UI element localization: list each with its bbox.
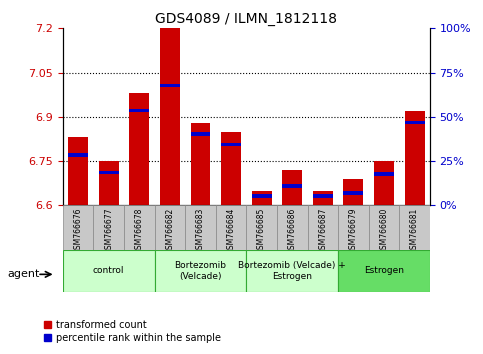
Bar [129, 93, 149, 205]
Bar [369, 205, 399, 250]
Bar [277, 205, 308, 250]
Text: GSM766682: GSM766682 [165, 207, 174, 254]
Bar [190, 123, 211, 205]
Bar [93, 205, 124, 250]
Bar [63, 205, 93, 250]
Text: Estrogen: Estrogen [364, 266, 404, 275]
Bar [160, 28, 180, 205]
Bar [68, 153, 88, 156]
Bar [405, 121, 425, 124]
Text: Bortezomib (Velcade) +
Estrogen: Bortezomib (Velcade) + Estrogen [238, 261, 346, 280]
Bar [252, 190, 271, 205]
Bar [185, 205, 216, 250]
Text: GSM766680: GSM766680 [380, 207, 388, 254]
Bar [313, 194, 333, 198]
Bar [246, 250, 338, 292]
Text: GSM766686: GSM766686 [288, 207, 297, 254]
Bar [308, 205, 338, 250]
Title: GDS4089 / ILMN_1812118: GDS4089 / ILMN_1812118 [156, 12, 337, 26]
Bar [124, 205, 155, 250]
Bar [374, 161, 394, 205]
Bar [190, 132, 211, 136]
Text: GSM766685: GSM766685 [257, 207, 266, 254]
Text: GSM766683: GSM766683 [196, 207, 205, 254]
Legend: transformed count, percentile rank within the sample: transformed count, percentile rank withi… [43, 320, 221, 343]
Bar [129, 109, 149, 112]
Bar [216, 205, 246, 250]
Bar [338, 205, 369, 250]
Bar [405, 111, 425, 205]
Bar [282, 170, 302, 205]
Bar [99, 171, 119, 174]
Text: agent: agent [7, 269, 40, 279]
Bar [343, 192, 363, 195]
Text: Bortezomib
(Velcade): Bortezomib (Velcade) [174, 261, 227, 280]
Bar [221, 143, 241, 146]
Text: GSM766687: GSM766687 [318, 207, 327, 254]
Bar [343, 179, 363, 205]
Bar [282, 184, 302, 188]
Bar [63, 250, 155, 292]
Bar [160, 84, 180, 87]
Text: GSM766678: GSM766678 [135, 207, 144, 254]
Bar [374, 172, 394, 176]
Bar [221, 132, 241, 205]
Text: GSM766681: GSM766681 [410, 207, 419, 254]
Bar [338, 250, 430, 292]
Bar [252, 194, 271, 198]
Text: GSM766676: GSM766676 [73, 207, 83, 254]
Bar [99, 161, 119, 205]
Text: GSM766684: GSM766684 [227, 207, 236, 254]
Bar [68, 137, 88, 205]
Bar [313, 190, 333, 205]
Bar [155, 250, 246, 292]
Bar [155, 205, 185, 250]
Text: GSM766679: GSM766679 [349, 207, 358, 254]
Text: control: control [93, 266, 125, 275]
Bar [399, 205, 430, 250]
Bar [246, 205, 277, 250]
Text: GSM766677: GSM766677 [104, 207, 113, 254]
